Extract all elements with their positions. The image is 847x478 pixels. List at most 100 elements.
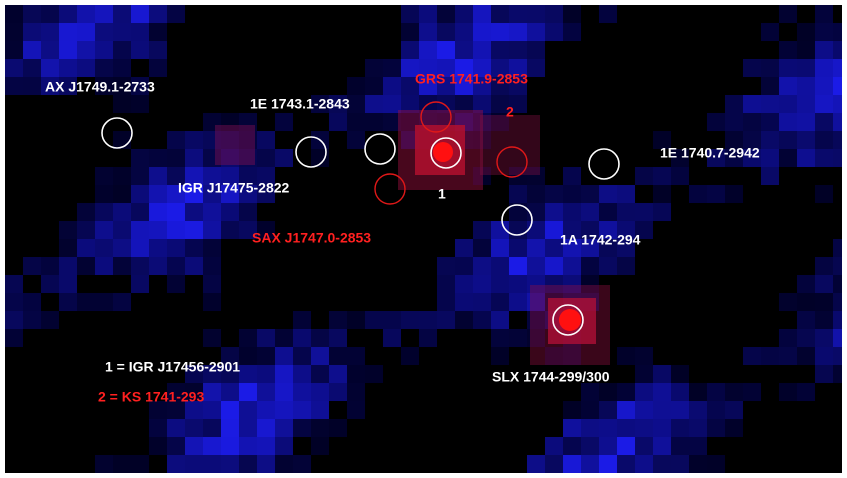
sky-pixel	[509, 5, 527, 23]
sky-pixel	[491, 275, 509, 293]
sky-pixel	[725, 383, 743, 401]
sky-pixel	[833, 59, 842, 77]
sky-pixel	[311, 419, 329, 437]
sky-pixel	[59, 293, 77, 311]
sky-pixel	[77, 239, 95, 257]
sky-pixel	[149, 5, 167, 23]
sky-pixel	[815, 257, 833, 275]
sky-pixel	[149, 437, 167, 455]
sky-pixel	[437, 257, 455, 275]
sky-pixel	[5, 59, 23, 77]
sky-pixel	[455, 311, 473, 329]
sky-pixel	[743, 59, 761, 77]
sky-pixel	[509, 41, 527, 59]
sky-pixel	[671, 401, 689, 419]
sky-pixel	[599, 383, 617, 401]
sky-pixel	[797, 329, 815, 347]
sky-pixel	[797, 59, 815, 77]
sky-pixel	[617, 185, 635, 203]
sky-pixel	[779, 113, 797, 131]
sky-pixel	[149, 41, 167, 59]
sky-pixel	[293, 419, 311, 437]
legend-item: 2 = KS 1741-293	[98, 389, 204, 405]
sky-pixel	[491, 329, 509, 347]
sky-pixel	[203, 293, 221, 311]
sky-pixel	[167, 455, 185, 473]
sky-pixel	[815, 365, 833, 383]
sky-pixel	[131, 257, 149, 275]
sky-pixel	[671, 419, 689, 437]
sky-pixel	[23, 59, 41, 77]
sky-pixel	[563, 185, 581, 203]
sky-pixel	[167, 221, 185, 239]
sky-pixel	[239, 329, 257, 347]
sky-pixel	[59, 239, 77, 257]
sky-pixel	[5, 293, 23, 311]
sky-pixel	[653, 437, 671, 455]
sky-pixel	[167, 131, 185, 149]
sky-pixel	[41, 257, 59, 275]
sky-pixel	[707, 455, 725, 473]
sky-pixel	[311, 365, 329, 383]
sky-pixel	[131, 455, 149, 473]
sky-pixel	[437, 311, 455, 329]
sky-pixel	[833, 77, 842, 95]
sky-pixel	[257, 383, 275, 401]
sky-pixel	[491, 5, 509, 23]
sky-pixel	[59, 221, 77, 239]
sky-pixel	[743, 383, 761, 401]
sky-pixel	[203, 275, 221, 293]
sky-pixel	[509, 329, 527, 347]
sky-pixel	[743, 113, 761, 131]
sky-pixel	[185, 149, 203, 167]
sky-pixel	[599, 203, 617, 221]
sky-pixel	[635, 383, 653, 401]
sky-pixel	[833, 275, 842, 293]
sky-pixel	[527, 5, 545, 23]
sky-pixel	[797, 383, 815, 401]
sky-pixel	[275, 149, 293, 167]
sky-pixel	[563, 257, 581, 275]
sky-pixel	[599, 419, 617, 437]
sky-pixel	[293, 347, 311, 365]
sky-pixel	[95, 257, 113, 275]
sky-pixel	[509, 257, 527, 275]
sky-pixel	[761, 131, 779, 149]
sky-pixel	[185, 437, 203, 455]
sky-pixel	[149, 203, 167, 221]
sky-pixel	[545, 437, 563, 455]
sky-pixel	[473, 311, 491, 329]
sky-pixel	[113, 185, 131, 203]
sky-pixel	[257, 455, 275, 473]
sky-pixel	[653, 401, 671, 419]
sky-pixel	[59, 59, 77, 77]
sky-pixel	[275, 437, 293, 455]
sky-pixel	[203, 203, 221, 221]
sky-pixel	[833, 293, 842, 311]
sky-pixel	[437, 293, 455, 311]
sky-pixel	[815, 41, 833, 59]
sky-pixel	[113, 221, 131, 239]
sky-pixel	[797, 131, 815, 149]
sky-pixel	[761, 167, 779, 185]
sky-pixel	[473, 41, 491, 59]
sky-pixel	[599, 401, 617, 419]
sky-pixel	[113, 95, 131, 113]
source-label: IGR J17475-2822	[178, 180, 290, 196]
sky-pixel	[815, 275, 833, 293]
sky-pixel	[239, 437, 257, 455]
sky-pixel	[77, 203, 95, 221]
sky-pixel	[131, 23, 149, 41]
sky-pixel	[599, 455, 617, 473]
sky-pixel	[311, 401, 329, 419]
source-label: 1A 1742-294	[560, 232, 641, 248]
sky-pixel	[311, 347, 329, 365]
sky-pixel	[311, 383, 329, 401]
sky-pixel	[815, 293, 833, 311]
sky-pixel	[491, 239, 509, 257]
sky-pixel	[617, 257, 635, 275]
sky-pixel	[5, 5, 23, 23]
sky-pixel	[185, 455, 203, 473]
sky-pixel	[797, 95, 815, 113]
sky-pixel	[221, 221, 239, 239]
